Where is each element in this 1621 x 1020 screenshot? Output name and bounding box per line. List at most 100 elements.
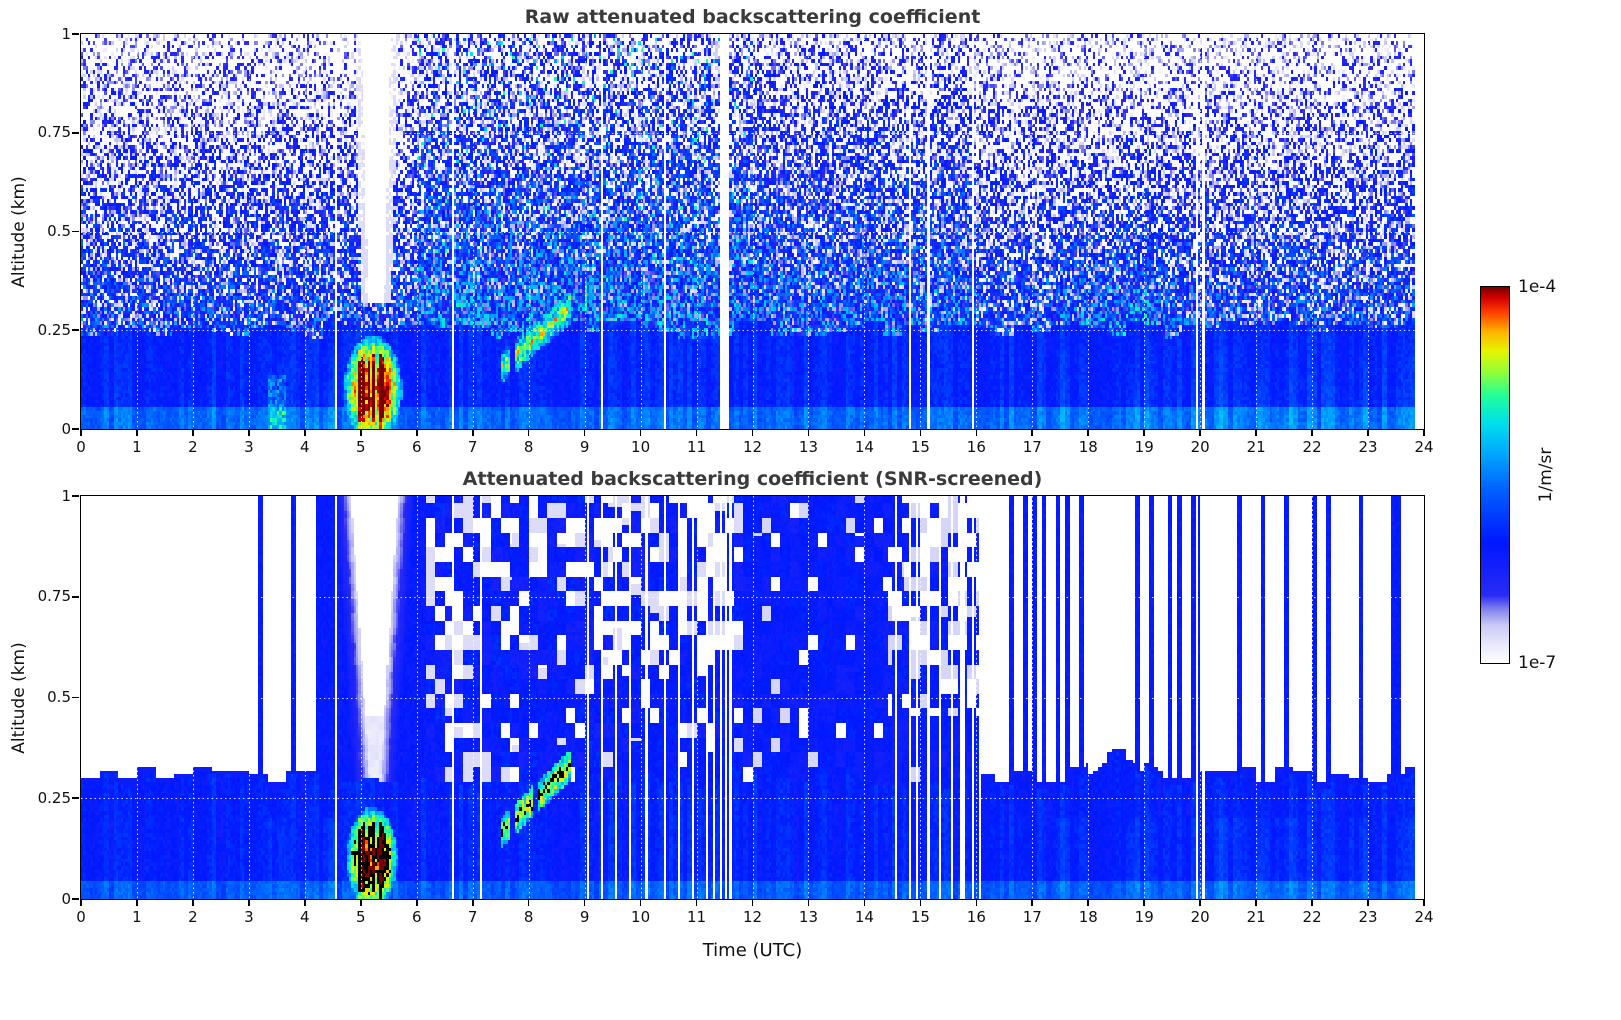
x-tick-label: 11 [686,908,707,926]
x-tick [527,429,530,436]
y-tick [72,329,80,332]
y-tick [72,131,80,134]
x-tick [975,429,978,436]
x-tick [1423,899,1425,906]
x-tick-label: 0 [76,908,86,926]
x-tick-label: 12 [742,438,763,456]
x-tick-label: 3 [244,908,254,926]
x-tick-label: 4 [300,438,310,456]
x-tick-label: 9 [579,908,590,926]
y-tick [72,696,80,699]
x-tick-label: 3 [244,438,254,456]
x-tick [863,429,866,436]
x-tick [471,429,474,436]
y-tick-label: 0.75 [37,587,71,606]
x-axis-label: Time (UTC) [702,940,803,961]
x-tick [248,429,250,436]
colorbar-unit-label: 1/m/sr [1536,447,1556,503]
x-tick [695,899,698,906]
colorbar: 1e-4 1e-7 1/m/sr [1480,277,1556,673]
x-tick [192,429,194,436]
x-tick [415,899,418,906]
x-tick-label: 21 [1246,908,1266,926]
x-tick [863,899,866,906]
x-tick-label: 7 [467,438,478,456]
x-tick-label: 18 [1078,438,1098,456]
y-tick-label: 1 [61,24,71,43]
y-tick [72,230,80,233]
x-tick [1367,899,1369,906]
x-tick-label: 8 [523,438,534,456]
x-tick [415,429,418,436]
raw-backscatter-plot: Raw attenuated backscattering coefficien… [9,6,1434,456]
x-tick-label: 13 [798,908,818,926]
x-tick [80,429,82,436]
y-tick-label: 0.5 [47,688,71,706]
screened-plot-title: Attenuated backscattering coefficient (S… [462,468,1043,490]
x-tick [751,429,754,436]
x-tick [1255,899,1257,906]
colorbar-min-label: 1e-7 [1518,653,1557,673]
raw-heatmap-canvas [81,34,1424,429]
x-tick-label: 4 [300,908,310,926]
x-tick-label: 0 [76,438,86,456]
x-tick [359,899,362,906]
x-tick [136,899,138,906]
x-tick-label: 15 [910,908,930,926]
x-tick [583,899,586,906]
y-tick-label: 0.5 [47,222,71,240]
x-tick [80,899,82,906]
x-tick [359,429,362,436]
x-tick [192,899,194,906]
y-tick [72,428,80,430]
x-tick-label: 8 [523,908,534,926]
x-tick [583,429,586,436]
x-tick-label: 19 [1134,908,1154,926]
x-tick [1199,899,1201,906]
y-tick [72,898,80,900]
x-tick [1199,429,1201,436]
x-tick-label: 9 [579,438,590,456]
x-tick [304,899,306,906]
x-tick-label: 24 [1414,908,1434,926]
x-tick-label: 10 [631,908,651,926]
x-tick-label: 1 [132,438,142,456]
x-tick [527,899,530,906]
x-tick-label: 6 [411,908,422,926]
x-tick [1423,429,1425,436]
x-tick-label: 1 [132,908,142,926]
screened-backscatter-plot: Attenuated backscattering coefficient (S… [9,468,1434,961]
raw-plot-title: Raw attenuated backscattering coefficien… [524,6,981,28]
x-tick-label: 15 [910,438,930,456]
colorbar-gradient [1480,286,1510,664]
y-tick-label: 0 [61,889,71,908]
x-tick [1311,429,1313,436]
x-tick [919,899,922,906]
x-tick [248,899,250,906]
x-tick-label: 13 [798,438,818,456]
x-tick-label: 20 [1190,908,1210,926]
x-tick-label: 14 [854,908,874,926]
x-tick [1031,899,1034,906]
x-tick-label: 5 [356,438,366,456]
x-tick [751,899,754,906]
x-tick-label: 19 [1134,438,1154,456]
x-tick [1087,429,1090,436]
x-tick-label: 6 [411,438,422,456]
y-tick [72,495,80,497]
y-tick [72,595,80,598]
y-tick-label: 0 [61,419,71,438]
x-tick-label: 22 [1302,438,1322,456]
x-tick [1311,899,1313,906]
x-tick-label: 10 [631,438,651,456]
x-tick [1087,899,1090,906]
y-tick [72,33,80,35]
screened-heatmap-canvas [81,496,1424,899]
x-tick [304,429,306,436]
x-tick-label: 21 [1246,438,1266,456]
x-tick-label: 24 [1414,438,1434,456]
x-tick [807,429,810,436]
x-tick [1031,429,1034,436]
x-tick [1255,429,1257,436]
